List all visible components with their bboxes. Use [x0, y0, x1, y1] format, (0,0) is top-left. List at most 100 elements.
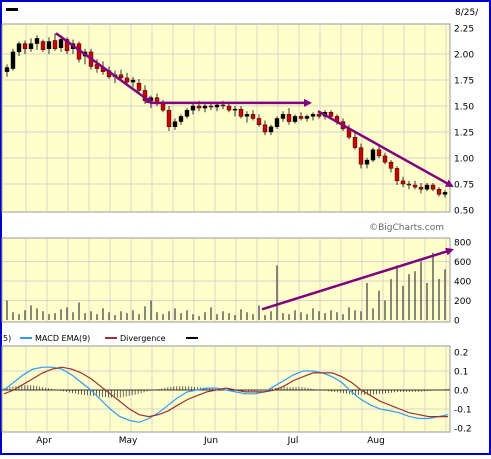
candle-body: [310, 114, 316, 117]
candle-body: [46, 41, 52, 50]
candle-body: [382, 155, 388, 163]
candle-body: [124, 77, 130, 83]
candle-body: [40, 41, 46, 51]
candle-body: [184, 109, 190, 117]
candle-body: [304, 116, 310, 119]
candle-body: [226, 105, 232, 111]
candle-body: [232, 108, 238, 111]
price-tick: 1.00: [454, 155, 474, 165]
dash-icon: [6, 8, 18, 11]
ema-line: [3, 366, 448, 418]
candle-body: [64, 39, 70, 52]
candle-body: [376, 149, 382, 157]
macd-tick: 0.2: [454, 349, 468, 359]
macd-tick: 0.1: [454, 368, 468, 378]
candle-body: [298, 116, 304, 119]
candle-body: [262, 124, 268, 133]
candle-body: [364, 159, 370, 165]
legend-divergence: Divergence: [120, 334, 166, 343]
trend-arrows: [55, 32, 454, 311]
macd-lines: [2, 366, 450, 423]
candle-body: [430, 184, 436, 190]
x-tick-jul: Jul: [287, 436, 299, 446]
x-tick-jun: Jun: [203, 436, 218, 446]
candle-body: [352, 136, 358, 148]
price-tick: 1.25: [454, 129, 474, 139]
x-tick-may: May: [119, 436, 138, 446]
macd-tick: -0.2: [454, 425, 472, 435]
volume-tick: 800: [454, 239, 471, 249]
candle-body: [394, 168, 400, 182]
price-trend-arrow-3: [317, 110, 454, 188]
price-tick: 2.00: [454, 51, 474, 61]
candle-body: [286, 114, 292, 122]
header-date: 8/25/: [455, 8, 479, 18]
candle-body: [280, 114, 286, 119]
volume-panel: [1, 237, 451, 323]
candle-body: [4, 67, 10, 72]
candle-body: [268, 126, 274, 133]
candle-body: [238, 108, 244, 117]
candle-body: [220, 104, 226, 107]
candle-body: [292, 116, 298, 122]
x-axis: Apr May Jun Jul Aug: [36, 436, 385, 446]
candle-body: [250, 114, 256, 119]
candle-body: [190, 105, 196, 111]
candle-body: [136, 82, 142, 91]
volume-axis: 800 600 400 200 0: [454, 239, 471, 327]
volume-tick: 400: [454, 278, 471, 288]
macd-tick: -0.1: [454, 406, 472, 416]
price-tick: 0.75: [454, 181, 474, 191]
candle-body: [256, 118, 262, 125]
macd-line: [3, 366, 449, 423]
candle-body: [160, 103, 166, 111]
candle-body: [424, 184, 430, 190]
candle-body: [166, 109, 172, 128]
candle-body: [52, 40, 58, 49]
header-strip: [2, 2, 452, 20]
price-axis: 2.25 2.00 1.75 1.50 1.25 1.00 0.75 0.50: [454, 25, 474, 217]
candle-body: [34, 38, 40, 44]
macd-tick: 0.0: [454, 387, 469, 397]
candle-body: [214, 104, 220, 108]
candle-body: [178, 116, 184, 122]
candle-body: [58, 39, 64, 48]
price-panel: [1, 23, 451, 213]
x-tick-aug: Aug: [367, 436, 385, 446]
candle-body: [16, 43, 22, 53]
candle-body: [196, 105, 202, 109]
volume-tick: 200: [454, 297, 471, 307]
price-tick: 1.75: [454, 77, 474, 87]
candle-body: [412, 184, 418, 188]
candle-body: [316, 114, 322, 117]
volume-trend-arrow: [261, 247, 454, 311]
price-trend-arrow-1: [55, 32, 154, 105]
candle-body: [244, 114, 250, 117]
price-tick: 2.25: [454, 25, 474, 35]
volume-bars: [6, 252, 446, 320]
candle-body: [28, 43, 34, 49]
candle-body: [118, 74, 124, 79]
macd-panel: [1, 345, 451, 433]
candle-body: [418, 186, 424, 190]
candle-body: [172, 121, 178, 127]
candle-body: [130, 79, 136, 83]
candle-body: [388, 161, 394, 169]
grid: [2, 24, 450, 432]
candle-body: [436, 188, 442, 195]
candle-body: [358, 147, 364, 165]
candle-body: [442, 192, 448, 195]
price-tick: 1.50: [454, 103, 474, 113]
volume-tick: 600: [454, 258, 471, 268]
candle-body: [406, 183, 412, 186]
volume-tick: 0: [454, 317, 460, 327]
candle-body: [202, 105, 208, 109]
macd-legend: 5) MACD EMA(9) Divergence: [3, 334, 198, 343]
watermark: ©BigCharts.com: [369, 223, 444, 233]
legend-macd-ema: MACD EMA(9): [35, 334, 90, 343]
candle-body: [370, 149, 376, 161]
candle-body: [328, 112, 334, 117]
price-tick: 0.50: [454, 207, 474, 217]
